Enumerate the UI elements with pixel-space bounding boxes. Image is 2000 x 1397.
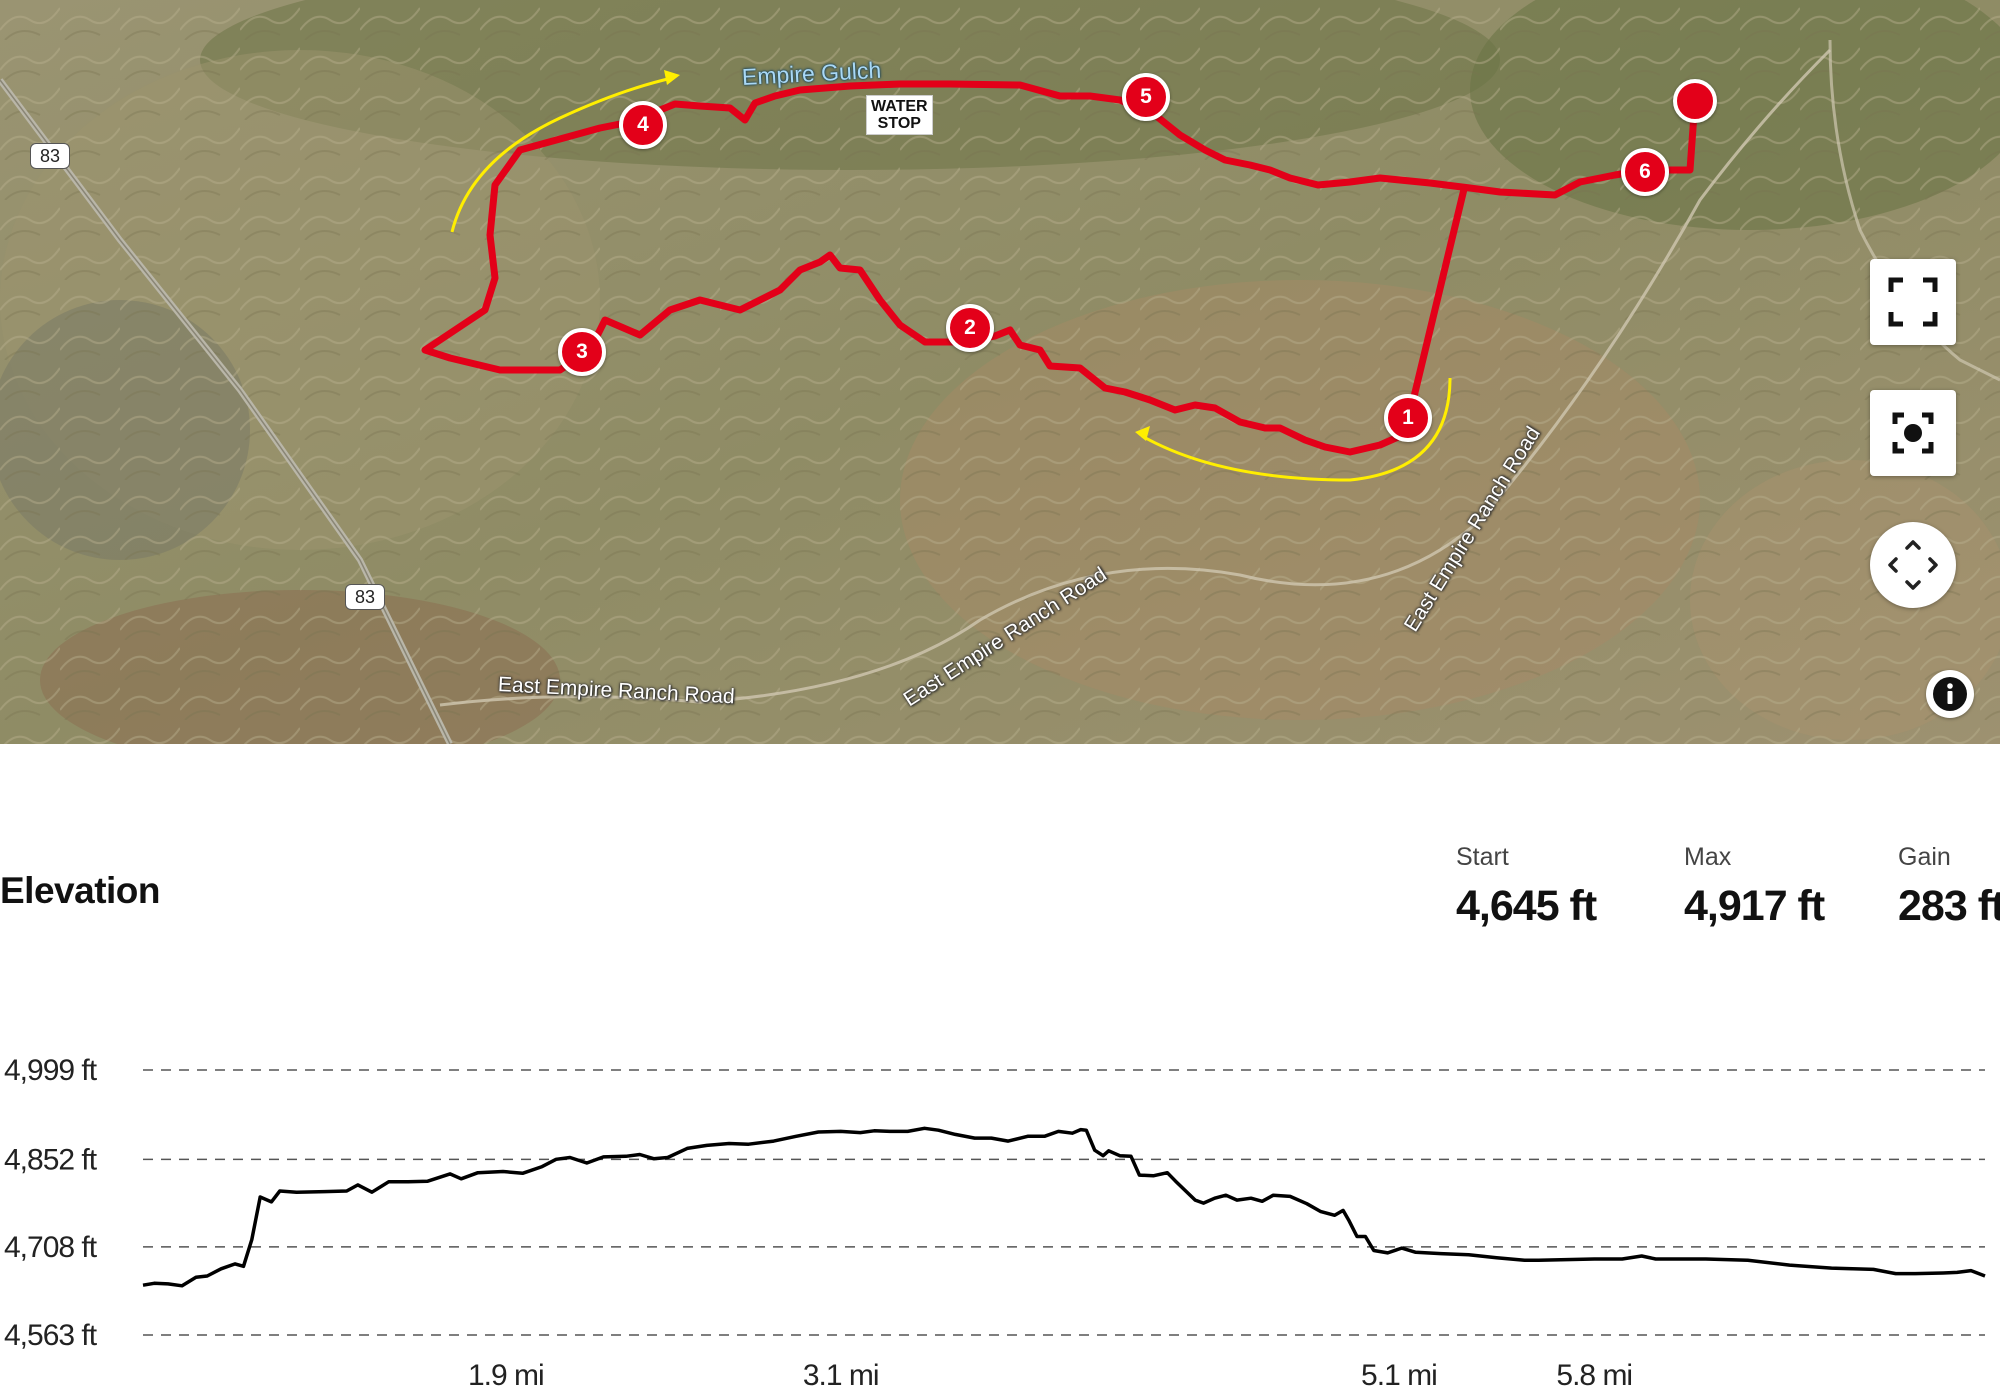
x-axis-ticks: 1.9 mi 3.1 mi 5.1 mi 5.8 mi <box>468 1359 1633 1392</box>
y-tick-label: 4,708 ft <box>4 1231 98 1264</box>
waypoint-4[interactable]: 4 <box>619 101 667 149</box>
waypoint-5[interactable]: 5 <box>1122 73 1170 121</box>
elevation-chart[interactable]: 4,999 ft 4,852 ft 4,708 ft 4,563 ft 1.9 mi 3… <box>0 1040 2000 1397</box>
x-tick-label: 5.1 mi <box>1361 1359 1437 1392</box>
highway-shield: 83 <box>30 143 70 169</box>
waypoint-3[interactable]: 3 <box>558 328 606 376</box>
info-icon <box>1933 677 1967 711</box>
y-tick-label: 4,852 ft <box>4 1143 98 1176</box>
stat-value: 4,917 ft <box>1684 882 1825 930</box>
fullscreen-button[interactable] <box>1870 259 1956 345</box>
trailhead-marker[interactable] <box>1673 79 1717 123</box>
water-stop-marker[interactable]: WATER STOP <box>866 95 933 135</box>
chart-grid <box>143 1069 1985 1336</box>
elevation-title: Elevation <box>0 870 161 911</box>
direction-arrow-south <box>1141 377 1452 482</box>
waypoint-6[interactable]: 6 <box>1621 148 1669 196</box>
recenter-icon <box>1892 412 1934 454</box>
pan-button[interactable] <box>1870 522 1956 608</box>
stat-gain: Gain 283 ft <box>1898 843 2000 931</box>
x-tick-label: 1.9 mi <box>468 1359 544 1392</box>
trail-map[interactable]: 83 83 East Empire Ranch Road East Empire… <box>0 0 2000 744</box>
stat-value: 4,645 ft <box>1456 882 1597 930</box>
highway-shield: 83 <box>345 584 385 610</box>
route-overlay <box>421 70 1699 482</box>
y-axis-ticks: 4,999 ft 4,852 ft 4,708 ft 4,563 ft <box>4 1054 99 1352</box>
stat-label: Max <box>1684 843 1732 871</box>
info-button[interactable] <box>1926 670 1974 718</box>
stat-max: Max 4,917 ft <box>1684 843 1825 931</box>
y-tick-label: 4,563 ft <box>4 1319 98 1352</box>
water-stop-label: STOP <box>877 115 921 132</box>
x-tick-label: 3.1 mi <box>803 1359 879 1392</box>
stat-label: Gain <box>1898 843 1951 871</box>
elevation-line <box>142 1126 1986 1288</box>
waypoint-2[interactable]: 2 <box>946 304 994 352</box>
water-stop-label: WATER <box>871 98 928 115</box>
direction-arrow-north <box>450 76 673 233</box>
recenter-button[interactable] <box>1870 390 1956 476</box>
pan-arrows-icon <box>1888 540 1938 590</box>
y-tick-label: 4,999 ft <box>4 1054 98 1087</box>
trail-route <box>421 80 1699 456</box>
stat-value: 283 ft <box>1898 882 2000 930</box>
x-tick-label: 5.8 mi <box>1556 1359 1632 1392</box>
stat-start: Start 4,645 ft <box>1456 843 1597 931</box>
fullscreen-icon <box>1888 277 1938 327</box>
stat-label: Start <box>1456 843 1509 871</box>
waypoint-1[interactable]: 1 <box>1384 394 1432 442</box>
elevation-series <box>142 1126 1986 1288</box>
